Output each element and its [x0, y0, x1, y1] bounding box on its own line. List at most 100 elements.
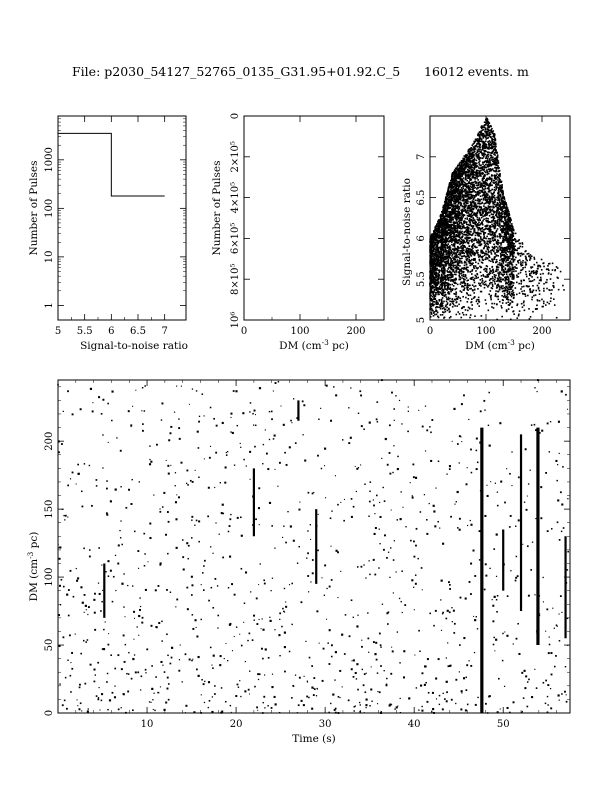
snr-vs-dm-point	[436, 291, 439, 294]
snr-vs-dm-point	[460, 240, 463, 243]
x-tick-label-2-2: 200	[346, 326, 365, 337]
snr-vs-dm-point	[549, 300, 552, 303]
snr-vs-dm-point	[479, 186, 482, 188]
snr-vs-dm-point	[508, 229, 511, 232]
snr-vs-dm-point	[489, 141, 492, 143]
snr-vs-dm-point	[482, 132, 485, 135]
snr-vs-dm-point	[467, 284, 470, 287]
snr-vs-dm-point	[444, 281, 447, 283]
snr-vs-dm-point	[450, 182, 453, 184]
snr-vs-dm-point	[548, 302, 550, 305]
snr-vs-dm-point	[471, 252, 474, 254]
snr-vs-dm-point	[486, 199, 489, 201]
snr-vs-dm-point	[458, 184, 460, 186]
snr-vs-dm-point	[447, 243, 450, 245]
snr-vs-dm-point	[439, 226, 442, 228]
snr-vs-dm-point	[513, 313, 515, 315]
snr-vs-dm-point	[461, 211, 463, 214]
snr-vs-dm-point	[459, 247, 461, 249]
snr-vs-dm-point	[460, 209, 463, 212]
snr-vs-dm-point	[496, 318, 498, 321]
snr-vs-dm-point	[538, 282, 540, 285]
x-tick-label-1-2: 6	[108, 326, 114, 337]
snr-vs-dm-point	[510, 237, 513, 239]
snr-vs-dm-point	[464, 217, 467, 220]
snr-vs-dm-point	[499, 246, 501, 249]
snr-vs-dm-point	[507, 269, 509, 272]
snr-vs-dm-point	[463, 183, 466, 186]
snr-vs-dm-point	[484, 153, 487, 156]
snr-vs-dm-point	[485, 217, 487, 220]
snr-vs-dm-point	[433, 245, 435, 248]
snr-vs-dm-point	[454, 277, 457, 280]
snr-vs-dm-point	[467, 260, 470, 263]
snr-vs-dm-point	[458, 239, 460, 241]
snr-vs-dm-point	[510, 229, 513, 231]
snr-vs-dm-point	[444, 198, 447, 201]
snr-vs-dm-point	[451, 305, 454, 308]
snr-vs-dm-point	[493, 152, 496, 154]
snr-vs-dm-point	[450, 231, 453, 234]
snr-vs-dm-point	[453, 205, 456, 208]
snr-vs-dm-point	[504, 276, 507, 278]
snr-vs-dm-point	[502, 296, 505, 298]
snr-vs-dm-point	[520, 279, 523, 282]
snr-vs-dm-point	[445, 296, 448, 298]
snr-vs-dm-point	[447, 291, 449, 294]
snr-vs-dm-point	[433, 271, 435, 273]
snr-vs-dm-point	[490, 240, 492, 243]
snr-vs-dm-point	[509, 261, 512, 264]
snr-vs-dm-point	[477, 256, 480, 258]
snr-vs-dm-point	[470, 301, 473, 303]
snr-vs-dm-point	[465, 227, 467, 229]
snr-vs-dm-point	[477, 157, 479, 159]
snr-vs-dm-point	[454, 202, 457, 205]
snr-vs-dm-point	[495, 222, 497, 225]
snr-vs-dm-point	[433, 268, 436, 271]
snr-vs-dm-point	[453, 185, 455, 188]
snr-vs-dm-point	[482, 163, 484, 166]
snr-vs-dm-point	[507, 276, 509, 278]
snr-vs-dm-point	[469, 277, 472, 280]
snr-vs-dm-point	[490, 180, 493, 182]
snr-vs-dm-point	[475, 207, 478, 210]
snr-vs-dm-point	[555, 266, 558, 268]
snr-vs-dm-point	[499, 264, 502, 266]
snr-vs-dm-point	[492, 138, 495, 141]
snr-vs-dm-point	[439, 307, 442, 310]
snr-vs-dm-point	[430, 280, 433, 283]
snr-vs-dm-point	[499, 300, 501, 303]
snr-vs-dm-point	[471, 258, 473, 261]
snr-vs-dm-point	[493, 245, 496, 248]
snr-vs-dm-point	[474, 315, 476, 318]
snr-vs-dm-point	[551, 269, 554, 271]
snr-vs-dm-point	[457, 271, 460, 273]
snr-vs-dm-point	[479, 236, 482, 238]
snr-vs-dm-point	[474, 199, 477, 202]
snr-vs-dm-point	[440, 244, 443, 247]
snr-vs-dm-point	[436, 241, 438, 243]
snr-vs-dm-point	[484, 140, 487, 143]
snr-vs-dm-point	[479, 219, 482, 222]
snr-vs-dm-point	[437, 290, 439, 292]
snr-vs-dm-point	[473, 245, 476, 248]
x-axis-label-1: Signal-to-noise ratio	[80, 340, 188, 352]
snr-vs-dm-point	[563, 289, 565, 291]
snr-vs-dm-point	[497, 189, 500, 192]
snr-vs-dm-point	[472, 201, 475, 204]
snr-vs-dm-point	[450, 258, 453, 260]
snr-vs-dm-point	[454, 305, 456, 307]
snr-vs-dm-point	[467, 181, 470, 184]
snr-vs-dm-point	[429, 260, 432, 262]
snr-vs-dm-point	[487, 147, 490, 149]
snr-vs-dm-point	[500, 207, 503, 210]
snr-vs-dm-point	[528, 308, 530, 310]
snr-vs-dm-point	[492, 201, 495, 203]
snr-vs-dm-point	[494, 197, 496, 199]
snr-vs-dm-point	[457, 311, 460, 313]
snr-vs-dm-point	[445, 207, 447, 209]
snr-vs-dm-point	[470, 203, 472, 206]
snr-vs-dm-point	[510, 286, 513, 289]
snr-vs-dm-point	[456, 199, 459, 202]
snr-vs-dm-point	[508, 291, 511, 293]
